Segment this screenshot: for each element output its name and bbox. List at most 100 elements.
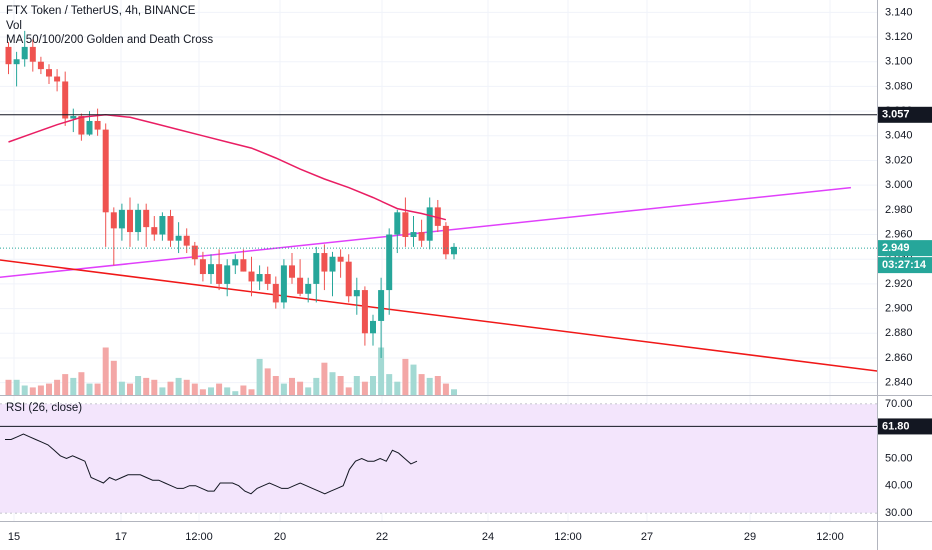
- candle-body: [329, 256, 336, 272]
- volume-bar: [370, 376, 376, 395]
- volume-bar: [54, 379, 61, 395]
- candle-body: [256, 274, 263, 282]
- candle-body: [313, 253, 320, 284]
- candle-body: [434, 207, 441, 226]
- volume-bar: [256, 358, 263, 395]
- price-tick: 3.140: [885, 6, 913, 18]
- candle-body: [361, 290, 368, 334]
- price-tick: 2.920: [885, 278, 913, 290]
- volume-bar: [451, 389, 457, 395]
- volume-bar: [5, 379, 12, 395]
- price-tick: 2.900: [885, 303, 913, 315]
- volume-bar: [410, 364, 417, 395]
- volume-bar: [378, 347, 385, 395]
- candle-body: [289, 265, 295, 278]
- price-tick: 2.980: [885, 204, 913, 216]
- price-tick: 3.100: [885, 56, 913, 68]
- candle-body: [159, 216, 166, 235]
- volume-bar: [264, 368, 271, 395]
- volume-bars: [5, 347, 457, 395]
- candle-body: [216, 264, 223, 284]
- rsi-tick: 50.00: [885, 452, 913, 464]
- candle-body: [386, 234, 393, 291]
- volume-bar: [21, 385, 28, 395]
- volume-bar: [232, 391, 239, 395]
- volume-bar: [143, 377, 150, 395]
- candle-body: [264, 274, 271, 284]
- symbol-legend[interactable]: FTX Token / TetherUS, 4h, BINANCE: [6, 5, 196, 17]
- last-price-tag: 2.949: [882, 242, 910, 254]
- time-tick: 15: [8, 531, 20, 543]
- volume-bar: [13, 379, 20, 395]
- candle-body: [102, 129, 109, 213]
- volume-bar: [110, 360, 117, 395]
- level-tag: 3.057: [882, 109, 910, 121]
- volume-bar: [70, 377, 77, 395]
- price-tick: 2.880: [885, 327, 913, 339]
- volume-bar: [175, 377, 182, 395]
- price-tick: 2.960: [885, 228, 913, 240]
- volume-bar: [248, 389, 255, 395]
- volume-bar: [313, 377, 320, 395]
- candle-body: [94, 120, 101, 130]
- candle-body: [54, 76, 61, 82]
- candle-body: [62, 81, 69, 119]
- rsi-legend[interactable]: RSI (26, close): [6, 402, 83, 414]
- price-tick: 3.040: [885, 130, 913, 142]
- price-tick: 3.020: [885, 154, 913, 166]
- time-axis[interactable]: 15 17 12:00 20 22 24 12:00 27 29 12:00: [8, 531, 844, 543]
- candle-body: [248, 271, 255, 282]
- candle-body: [86, 120, 93, 135]
- level-tag-bg: [878, 106, 932, 123]
- candle-body: [5, 46, 12, 65]
- volume-bar: [46, 383, 52, 395]
- ma-legend[interactable]: MA 50/100/200 Golden and Death Cross: [6, 34, 214, 46]
- price-tick: 3.000: [885, 179, 913, 191]
- volume-bar: [240, 385, 247, 395]
- candle-body: [78, 116, 85, 135]
- price-tick: 3.080: [885, 80, 913, 92]
- candle-body: [29, 46, 36, 62]
- time-tick: 17: [115, 531, 127, 543]
- candle-body: [418, 232, 425, 241]
- candle-body: [118, 209, 125, 229]
- candle-body: [297, 277, 304, 294]
- price-tick: 2.840: [885, 377, 913, 389]
- volume-legend[interactable]: Vol: [6, 20, 22, 32]
- volume-bar: [337, 376, 344, 395]
- candle-body: [208, 264, 214, 275]
- volume-bar: [224, 387, 231, 395]
- volume-bar: [37, 385, 44, 395]
- candle-body: [394, 212, 401, 235]
- candle-body: [272, 283, 279, 303]
- volume-bar: [280, 383, 287, 395]
- price-axis[interactable]: 3.1403.1203.1003.0803.0603.0403.0203.000…: [878, 6, 932, 519]
- candle-body: [345, 261, 352, 297]
- candle-body: [410, 232, 417, 237]
- volume-bar: [353, 376, 360, 395]
- volume-bar: [191, 383, 198, 395]
- time-tick: 22: [376, 531, 388, 543]
- volume-bar: [135, 376, 142, 395]
- volume-bar: [86, 383, 93, 395]
- candle-body: [46, 69, 52, 77]
- volume-bar: [127, 383, 133, 395]
- candle-body: [70, 116, 77, 119]
- time-tick: 29: [744, 531, 756, 543]
- volume-bar: [199, 389, 206, 395]
- rsi-level-tag-bg: [878, 418, 932, 435]
- candle-body: [175, 235, 182, 241]
- rsi-tick: 70.00: [885, 398, 913, 410]
- rsi-level-tag: 61.80: [882, 420, 910, 432]
- rsi-line: [5, 433, 418, 495]
- volume-bar: [208, 387, 214, 395]
- price-tick: 3.120: [885, 31, 913, 43]
- candle-body: [451, 246, 457, 255]
- volume-bar: [361, 381, 368, 395]
- candle-body: [240, 259, 247, 272]
- volume-bar: [442, 383, 449, 395]
- candle-body: [143, 209, 150, 228]
- trendline-red: [0, 259, 877, 372]
